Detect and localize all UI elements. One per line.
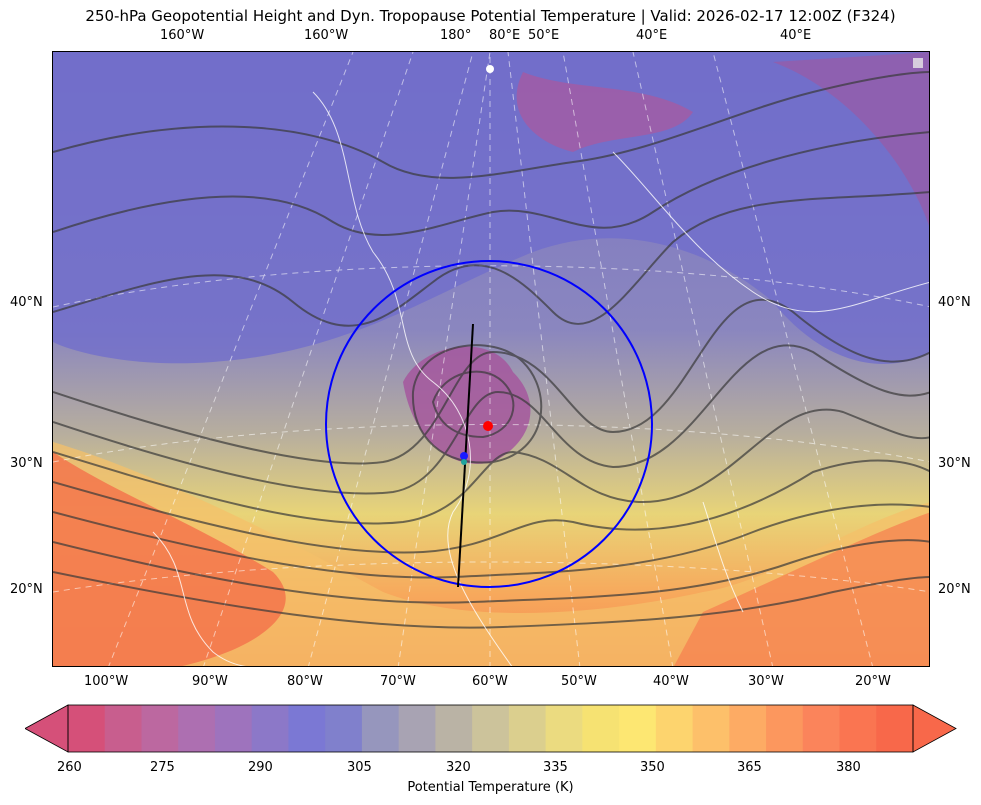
right-lat-label: 20°N [938, 582, 971, 597]
colorbar-extend-max [912, 704, 957, 753]
colorbar-cell [288, 705, 326, 752]
colorbar-tick-label: 320 [446, 760, 471, 775]
colorbar-cell [104, 705, 142, 752]
bottom-lon-label: 100°W [84, 674, 129, 689]
tropical-hot-region [674, 512, 929, 666]
colorbar-outline [67, 704, 914, 753]
bottom-lon-label: 70°W [380, 674, 416, 689]
colorbar-cell [802, 705, 841, 752]
colorbar-tick-label: 305 [347, 760, 372, 775]
analysis-circle [325, 260, 653, 588]
bottom-lon-label: 20°W [855, 674, 891, 689]
colorbar-label: Potential Temperature (K) [407, 780, 574, 795]
bottom-lon-label: 50°W [561, 674, 597, 689]
chart-title: 250-hPa Geopotential Height and Dyn. Tro… [85, 7, 896, 25]
map-corner-marker [913, 58, 923, 68]
left-lat-label: 30°N [10, 456, 43, 471]
bottom-lon-label: 90°W [192, 674, 228, 689]
colorbar-cell [876, 705, 914, 752]
colorbar-cell [545, 705, 583, 752]
colorbar [25, 704, 957, 753]
colorbar-cell [251, 705, 289, 752]
colorbar-cell [435, 705, 473, 752]
colorbar-tick-label: 335 [543, 760, 568, 775]
colorbar-cell [655, 705, 694, 752]
bottom-lon-label: 40°W [653, 674, 689, 689]
colorbar-tick-label: 290 [248, 760, 273, 775]
midpoint-marker-secondary [461, 459, 467, 465]
top-lon-label: 160°W [304, 28, 349, 43]
colorbar-cell [68, 705, 106, 752]
colorbar-cell [214, 705, 253, 752]
colorbar-cell [325, 705, 363, 752]
colorbar-tick-label: 275 [150, 760, 175, 775]
colorbar-cell [508, 705, 547, 752]
colorbar-tick-label: 380 [836, 760, 861, 775]
midpoint-marker [460, 452, 468, 460]
colorbar-cell [472, 705, 510, 752]
geopotential-contours [53, 71, 929, 629]
very-low-theta-region [773, 52, 929, 227]
top-lon-label: 160°W [160, 28, 205, 43]
colorbar-tick-label: 260 [57, 760, 82, 775]
top-lon-label: 50°E [528, 28, 560, 43]
top-lon-label: 40°E [636, 28, 668, 43]
colorbar-tick-label: 350 [640, 760, 665, 775]
right-lat-label: 40°N [938, 295, 971, 310]
right-lat-label: 30°N [938, 456, 971, 471]
left-lat-label: 40°N [10, 295, 43, 310]
colorbar-tick-label: 365 [737, 760, 762, 775]
colorbar-cell [582, 705, 620, 752]
top-lon-label: 80°E [489, 28, 521, 43]
very-low-theta-region [516, 72, 693, 152]
graticule [53, 52, 929, 666]
tropical-hot-region [53, 452, 286, 666]
colorbar-cell [178, 705, 216, 752]
top-lon-label: 180° [440, 28, 472, 43]
left-lat-label: 20°N [10, 582, 43, 597]
map-panel[interactable] [52, 51, 930, 667]
storm-center-point [483, 421, 493, 431]
colorbar-cell [729, 705, 767, 752]
colorbar-cell [839, 705, 877, 752]
colorbar-cells [68, 705, 914, 752]
trough-low-theta-region [403, 346, 531, 464]
top-lon-label: 40°E [780, 28, 812, 43]
colorbar-cell [619, 705, 657, 752]
colorbar-cell [398, 705, 436, 752]
colorbar-cell [692, 705, 730, 752]
colorbar-cell [766, 705, 804, 752]
bottom-lon-label: 60°W [472, 674, 508, 689]
coastlines [152, 91, 929, 666]
bottom-lon-label: 30°W [748, 674, 784, 689]
colorbar-cell [141, 705, 179, 752]
colorbar-extend-min [25, 704, 69, 753]
colorbar-cell [361, 705, 400, 752]
bottom-lon-label: 80°W [287, 674, 323, 689]
north-pole-marker [486, 65, 494, 73]
map-canvas [53, 52, 929, 666]
